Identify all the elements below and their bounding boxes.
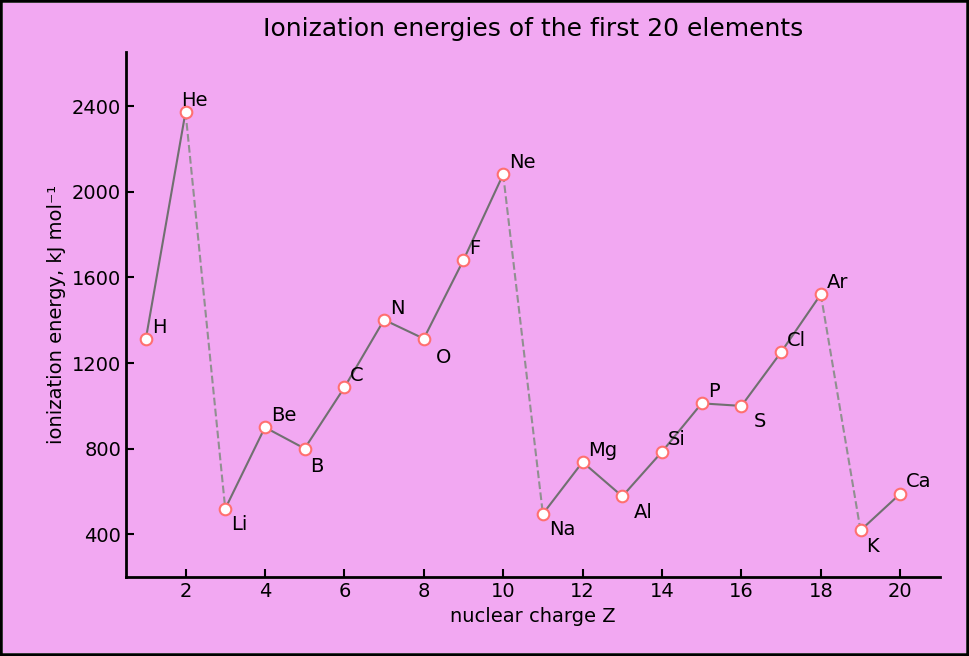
Point	[257, 422, 272, 432]
Text: Si: Si	[668, 430, 686, 449]
Text: N: N	[390, 298, 404, 318]
Text: P: P	[707, 382, 719, 401]
Text: Na: Na	[548, 520, 576, 539]
Point	[734, 401, 749, 411]
Text: Ne: Ne	[509, 153, 536, 172]
Y-axis label: ionization energy, kJ mol⁻¹: ionization energy, kJ mol⁻¹	[47, 185, 66, 445]
Point	[535, 508, 550, 519]
Text: C: C	[351, 366, 364, 385]
Point	[455, 255, 471, 265]
Point	[614, 491, 630, 502]
Text: H: H	[152, 318, 167, 337]
Point	[495, 169, 511, 180]
Point	[217, 504, 233, 514]
Point	[416, 333, 431, 344]
Point	[376, 315, 391, 325]
Text: Mg: Mg	[588, 441, 617, 460]
Point	[177, 107, 193, 117]
Point	[297, 443, 312, 454]
Text: Li: Li	[232, 516, 247, 534]
Point	[813, 289, 828, 300]
Point	[892, 489, 908, 499]
Point	[336, 382, 352, 393]
Point	[575, 457, 590, 467]
Text: Ar: Ar	[827, 273, 848, 292]
Text: F: F	[469, 239, 481, 258]
Point	[853, 525, 868, 535]
Text: Al: Al	[634, 503, 653, 522]
Point	[773, 347, 789, 358]
Point	[138, 334, 153, 344]
Text: Be: Be	[271, 406, 297, 425]
X-axis label: nuclear charge Z: nuclear charge Z	[451, 607, 615, 626]
Point	[694, 398, 709, 409]
Title: Ionization energies of the first 20 elements: Ionization energies of the first 20 elem…	[263, 17, 803, 41]
Text: O: O	[436, 348, 451, 367]
Text: B: B	[311, 457, 324, 476]
Text: Ca: Ca	[906, 472, 931, 491]
Text: K: K	[866, 537, 879, 556]
Text: S: S	[753, 413, 766, 432]
Text: Cl: Cl	[787, 331, 806, 350]
Text: He: He	[181, 91, 208, 110]
Point	[654, 447, 670, 457]
